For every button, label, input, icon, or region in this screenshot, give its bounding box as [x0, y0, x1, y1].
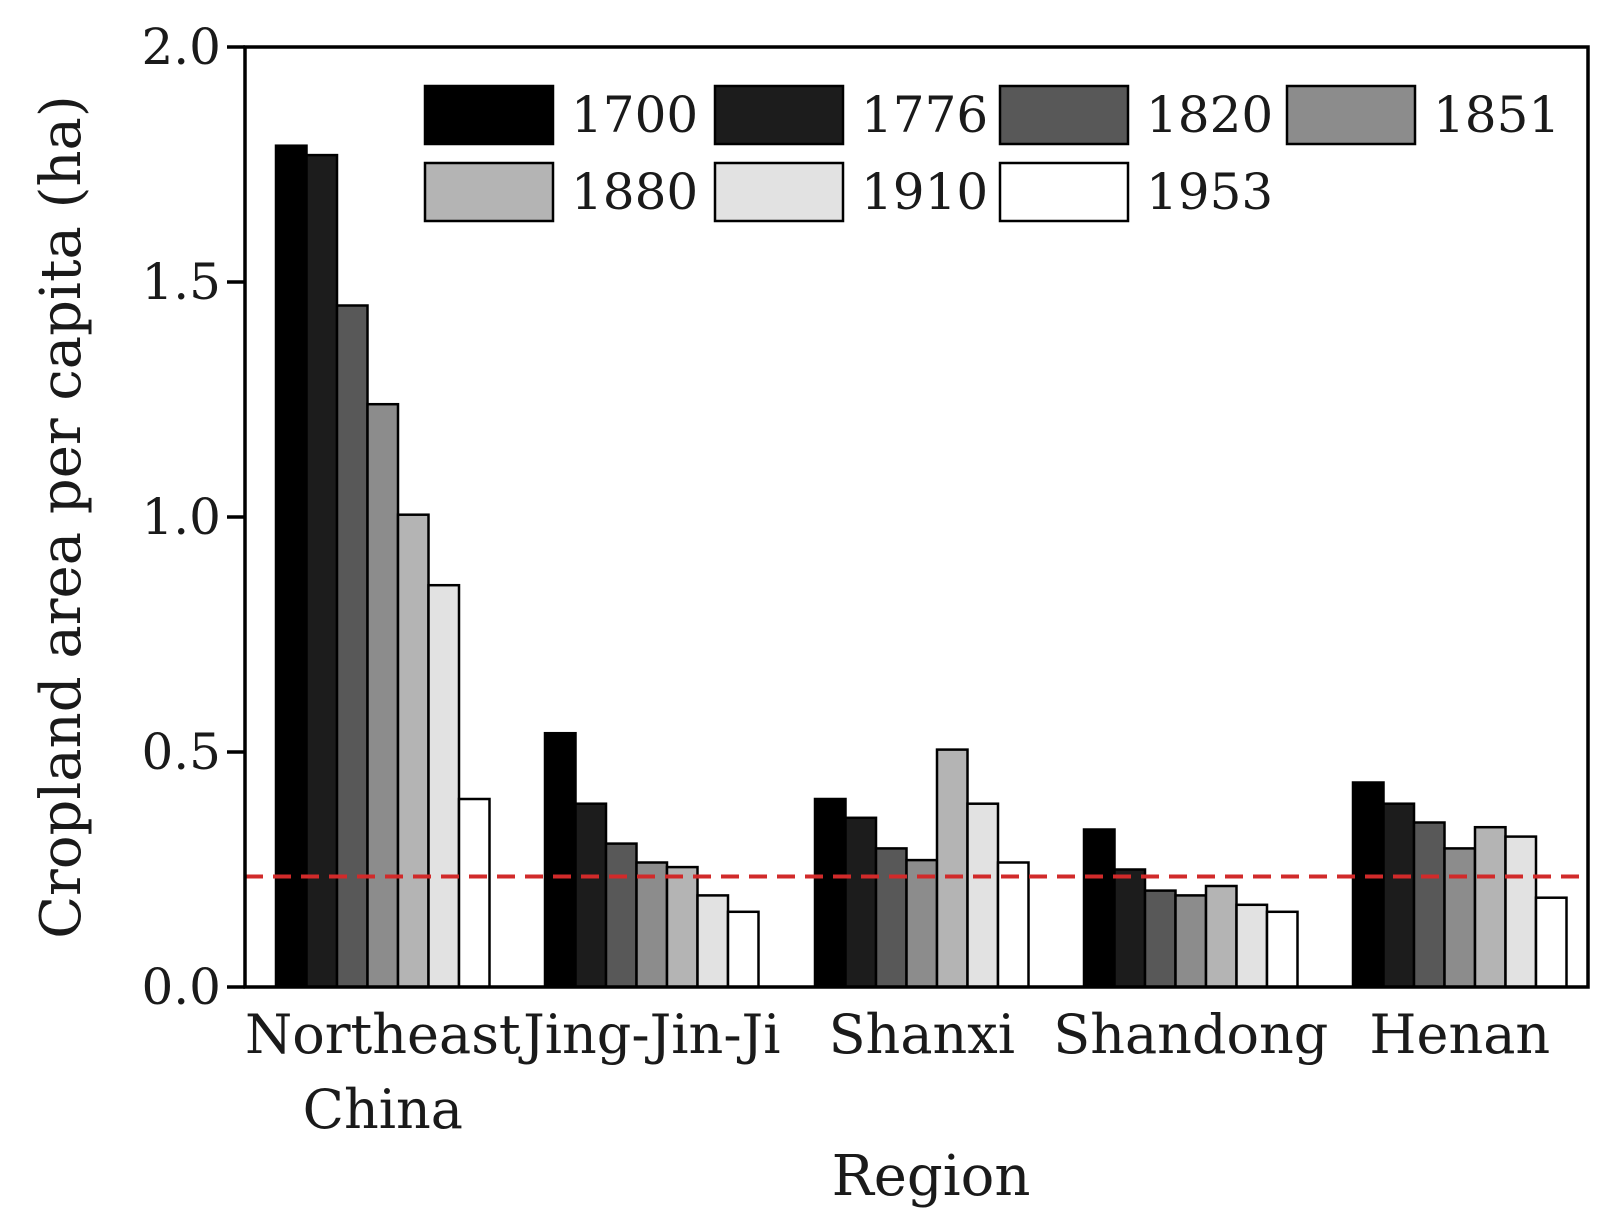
legend-swatch: [713, 161, 845, 223]
legend-label: 1851: [1433, 86, 1560, 144]
bar: [635, 861, 669, 989]
bar: [1113, 868, 1147, 989]
legend-item: 1851: [1285, 84, 1560, 146]
legend-label: 1910: [861, 163, 988, 221]
bar: [335, 304, 369, 989]
bar: [396, 513, 430, 989]
bar: [905, 858, 939, 989]
x-category-label: Northeast: [245, 1003, 521, 1066]
y-axis-title: Cropland area per capita (ha): [29, 95, 94, 939]
bar: [1265, 910, 1299, 989]
y-tick-label: 0.0: [141, 958, 221, 1016]
legend-label: 1820: [1146, 86, 1273, 144]
legend-item: 1820: [998, 84, 1273, 146]
bar-group: [274, 144, 491, 989]
legend-swatch: [998, 84, 1130, 146]
x-category-label: Jing-Jin-Ji: [518, 1003, 780, 1066]
bar: [274, 144, 308, 989]
legend-label: 1776: [861, 86, 988, 144]
bar: [427, 583, 461, 989]
x-category-label: Henan: [1369, 1003, 1550, 1066]
legend-item: 1700: [423, 84, 698, 146]
legend-item: 1880: [423, 161, 698, 223]
bar: [1174, 894, 1208, 989]
bar: [1412, 821, 1446, 989]
bar: [996, 861, 1030, 989]
legend-item: 1953: [998, 161, 1273, 223]
legend-swatch: [423, 161, 555, 223]
bar-group: [543, 731, 760, 989]
legend-label: 1700: [571, 86, 698, 144]
bar: [604, 842, 638, 989]
bar: [1082, 828, 1116, 989]
bar: [1382, 802, 1416, 989]
bar: [813, 797, 847, 989]
bar: [696, 894, 730, 989]
bar: [935, 748, 969, 989]
legend: 1700 1776 1820 1851 1880 1910 1953: [423, 84, 1560, 223]
y-tick-label: 1.0: [141, 488, 221, 546]
bar: [1143, 889, 1177, 989]
legend-swatch: [423, 84, 555, 146]
x-category-label: Shanxi: [829, 1003, 1015, 1066]
bar: [1504, 835, 1538, 989]
y-tick-label: 1.5: [141, 253, 221, 311]
bar: [874, 847, 908, 989]
bar: [457, 797, 491, 989]
bar: [1204, 884, 1238, 989]
bars-layer: [274, 144, 1568, 989]
legend-item: 1910: [713, 161, 988, 223]
bar: [844, 816, 878, 989]
bar-group: [1082, 828, 1299, 989]
x-axis-title: Region: [832, 1144, 1031, 1209]
bar: [665, 865, 699, 989]
legend-label: 1880: [571, 163, 698, 221]
x-category-label: China: [303, 1078, 463, 1141]
bar: [305, 153, 339, 989]
y-tick-label: 0.5: [141, 723, 221, 781]
bar: [726, 910, 760, 989]
bar-group: [1351, 781, 1568, 989]
bar: [966, 802, 1000, 989]
x-axis: Northeast China Jing-Jin-Ji Shanxi Shandong H…: [245, 1003, 1550, 1141]
bar: [1534, 896, 1568, 989]
legend-swatch: [713, 84, 845, 146]
x-category-label: Shandong: [1053, 1003, 1328, 1066]
bar: [543, 731, 577, 989]
legend-swatch: [998, 161, 1130, 223]
bar: [1443, 847, 1477, 989]
y-tick-label: 2.0: [141, 18, 221, 76]
y-axis: 0.0 0.5 1.0 1.5 2.0: [141, 18, 245, 1016]
legend-item: 1776: [713, 84, 988, 146]
bar-group: [813, 748, 1030, 989]
bar: [1351, 781, 1385, 989]
bar: [366, 402, 400, 989]
bar: [1473, 825, 1507, 989]
bar: [1235, 903, 1269, 989]
legend-swatch: [1285, 84, 1417, 146]
legend-label: 1953: [1146, 163, 1273, 221]
bar: [574, 802, 608, 989]
